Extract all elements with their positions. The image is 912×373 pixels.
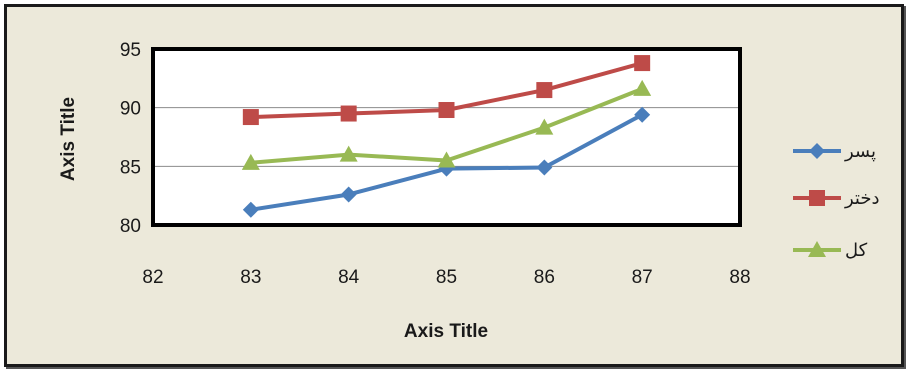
series	[242, 106, 651, 218]
y-tick-labels: 80 85 90 95	[120, 40, 141, 237]
data-point	[536, 159, 553, 176]
data-point	[241, 153, 260, 170]
x-tick-label: 87	[632, 267, 653, 288]
series	[242, 55, 651, 126]
data-point	[339, 145, 358, 162]
y-tick-label: 80	[120, 216, 141, 237]
legend-marker	[808, 241, 826, 257]
x-tick-label: 85	[436, 267, 457, 288]
legend-label: پسر	[844, 141, 876, 162]
data-point	[536, 82, 553, 99]
legend: پسر دختر کل	[793, 141, 880, 260]
data-point	[340, 186, 357, 203]
data-point	[535, 118, 554, 135]
data-point	[634, 106, 651, 123]
data-point	[340, 105, 357, 122]
x-tick-label: 82	[142, 267, 163, 288]
series-lines	[241, 55, 652, 218]
legend-item: کل	[793, 240, 868, 260]
x-tick-labels: 82 83 84 85 86 87 88	[142, 267, 750, 288]
x-tick-label: 83	[240, 267, 261, 288]
x-tick-label: 88	[729, 267, 750, 288]
y-tick-label: 90	[120, 99, 141, 120]
legend-item: پسر	[793, 141, 876, 162]
legend-item: دختر	[793, 188, 880, 209]
data-point	[437, 151, 456, 168]
legend-label: کل	[845, 240, 868, 260]
data-point	[242, 109, 259, 126]
x-tick-label: 86	[534, 267, 555, 288]
data-point	[438, 102, 455, 119]
x-axis-title: Axis Title	[404, 321, 488, 342]
plot-area	[153, 49, 740, 225]
legend-label: دختر	[844, 188, 880, 209]
y-tick-label: 85	[120, 157, 141, 178]
data-point	[633, 79, 652, 96]
data-point	[242, 201, 259, 218]
chart-frame: 80 85 90 95 82 83 84 85 86 87 88 Axis Title Axis …	[4, 4, 904, 367]
y-tick-label: 95	[120, 40, 141, 61]
x-tick-label: 84	[338, 267, 360, 288]
y-axis-title: Axis Title	[58, 97, 79, 181]
legend-marker	[809, 143, 825, 159]
plot-border	[151, 47, 742, 227]
legend-marker	[809, 190, 825, 206]
line-chart: 80 85 90 95 82 83 84 85 86 87 88 Axis Title Axis …	[58, 40, 880, 342]
data-point	[634, 55, 651, 72]
series	[241, 79, 652, 170]
